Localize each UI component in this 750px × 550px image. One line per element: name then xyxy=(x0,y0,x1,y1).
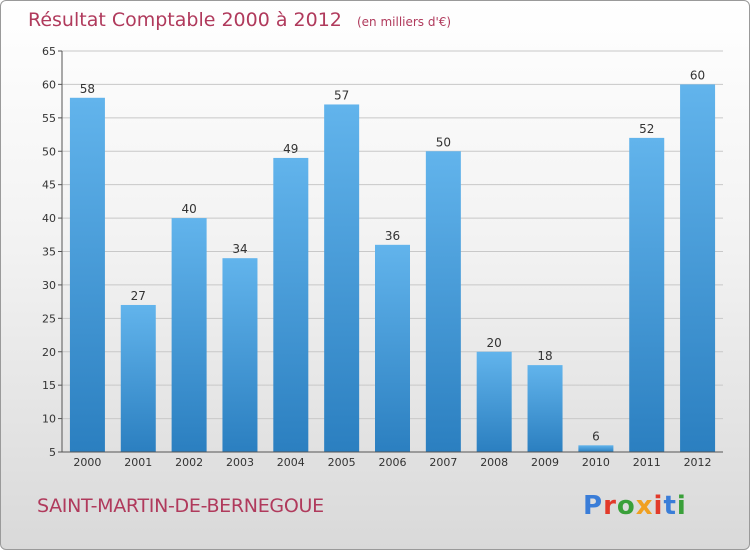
bar-2012[interactable] xyxy=(680,84,716,453)
y-tick-label: 35 xyxy=(42,246,56,259)
y-tick-label: 10 xyxy=(42,413,56,426)
logo-letter: i xyxy=(653,491,664,521)
x-axis: 2000 2001 2002 2003 2004 2005 2006 2007 2008 2009… xyxy=(62,451,723,469)
unit-text: (en milliers d'€) xyxy=(356,15,452,29)
y-tick-label: 15 xyxy=(42,379,56,392)
data-label-2002: 40 xyxy=(181,202,196,216)
data-label-2011: 52 xyxy=(639,122,654,136)
logo-letter: i xyxy=(676,491,687,521)
y-tick-label: 45 xyxy=(42,179,56,192)
logo-letter: t xyxy=(663,491,677,521)
y-tick-label: 20 xyxy=(42,346,56,359)
data-label-2008: 20 xyxy=(487,336,502,350)
x-tick-label: 2004 xyxy=(277,456,305,469)
x-tick-label: 2005 xyxy=(328,456,356,469)
bar-2010[interactable] xyxy=(578,445,614,452)
x-tick-label: 2002 xyxy=(175,456,203,469)
x-tick-label: 2006 xyxy=(379,456,407,469)
bar-2000[interactable] xyxy=(69,97,105,453)
x-tick-label: 2008 xyxy=(480,456,508,469)
y-tick-label: 65 xyxy=(42,45,56,58)
data-label-2000: 58 xyxy=(80,82,95,96)
y-tick-label: 25 xyxy=(42,312,56,325)
x-tick-label: 2009 xyxy=(531,456,559,469)
chart-title: Résultat Comptable 2000 à 2012 (en milli… xyxy=(28,9,451,31)
logo-letter: P xyxy=(583,491,604,521)
data-label-2009: 18 xyxy=(537,349,552,363)
y-tick-label: 50 xyxy=(42,145,56,158)
proxiti-logo[interactable]: Proxiti xyxy=(583,491,687,521)
data-label-2001: 27 xyxy=(131,289,146,303)
y-tick-label: 40 xyxy=(42,212,56,225)
x-tick-label: 2010 xyxy=(582,456,610,469)
logo-letter: o xyxy=(616,491,636,521)
x-tick-label: 2003 xyxy=(226,456,254,469)
data-label-2004: 49 xyxy=(283,142,298,156)
y-axis: 5 10 15 20 25 30 35 40 45 50 55 60 65 xyxy=(42,45,63,459)
bar-2001[interactable] xyxy=(120,304,156,452)
y-tick-label: 30 xyxy=(42,279,56,292)
title-text: Résultat Comptable 2000 à 2012 xyxy=(28,9,342,31)
x-tick-label: 2007 xyxy=(429,456,457,469)
bar-2005[interactable] xyxy=(324,104,360,452)
data-label-2003: 34 xyxy=(232,242,247,256)
bar-2004[interactable] xyxy=(273,157,309,452)
data-label-2006: 36 xyxy=(385,229,400,243)
data-label-2007: 50 xyxy=(436,135,451,149)
x-tick-label: 2001 xyxy=(124,456,152,469)
bar-2007[interactable] xyxy=(425,151,461,452)
x-tick-label: 2000 xyxy=(73,456,101,469)
data-label-2010: 6 xyxy=(592,429,600,443)
bar-2006[interactable] xyxy=(375,244,410,452)
bar-2002[interactable] xyxy=(171,218,207,452)
bar-2011[interactable] xyxy=(629,137,665,452)
x-tick-label: 2012 xyxy=(684,456,712,469)
bar-2009[interactable] xyxy=(527,365,563,452)
y-tick-label: 5 xyxy=(49,446,56,459)
data-label-2005: 57 xyxy=(334,88,349,102)
y-tick-label: 60 xyxy=(42,78,56,91)
logo-letter: r xyxy=(603,491,617,521)
bar-2008[interactable] xyxy=(476,351,512,452)
logo-letter: x xyxy=(635,491,654,521)
commune-name: SAINT-MARTIN-DE-BERNEGOUE xyxy=(37,495,324,517)
x-tick-label: 2011 xyxy=(633,456,661,469)
y-tick-label: 55 xyxy=(42,112,56,125)
bars: 58 27 40 34 49 57 36 50 20 18 6 52 60 xyxy=(69,68,716,453)
bar-2003[interactable] xyxy=(222,258,258,452)
data-label-2012: 60 xyxy=(690,68,705,82)
